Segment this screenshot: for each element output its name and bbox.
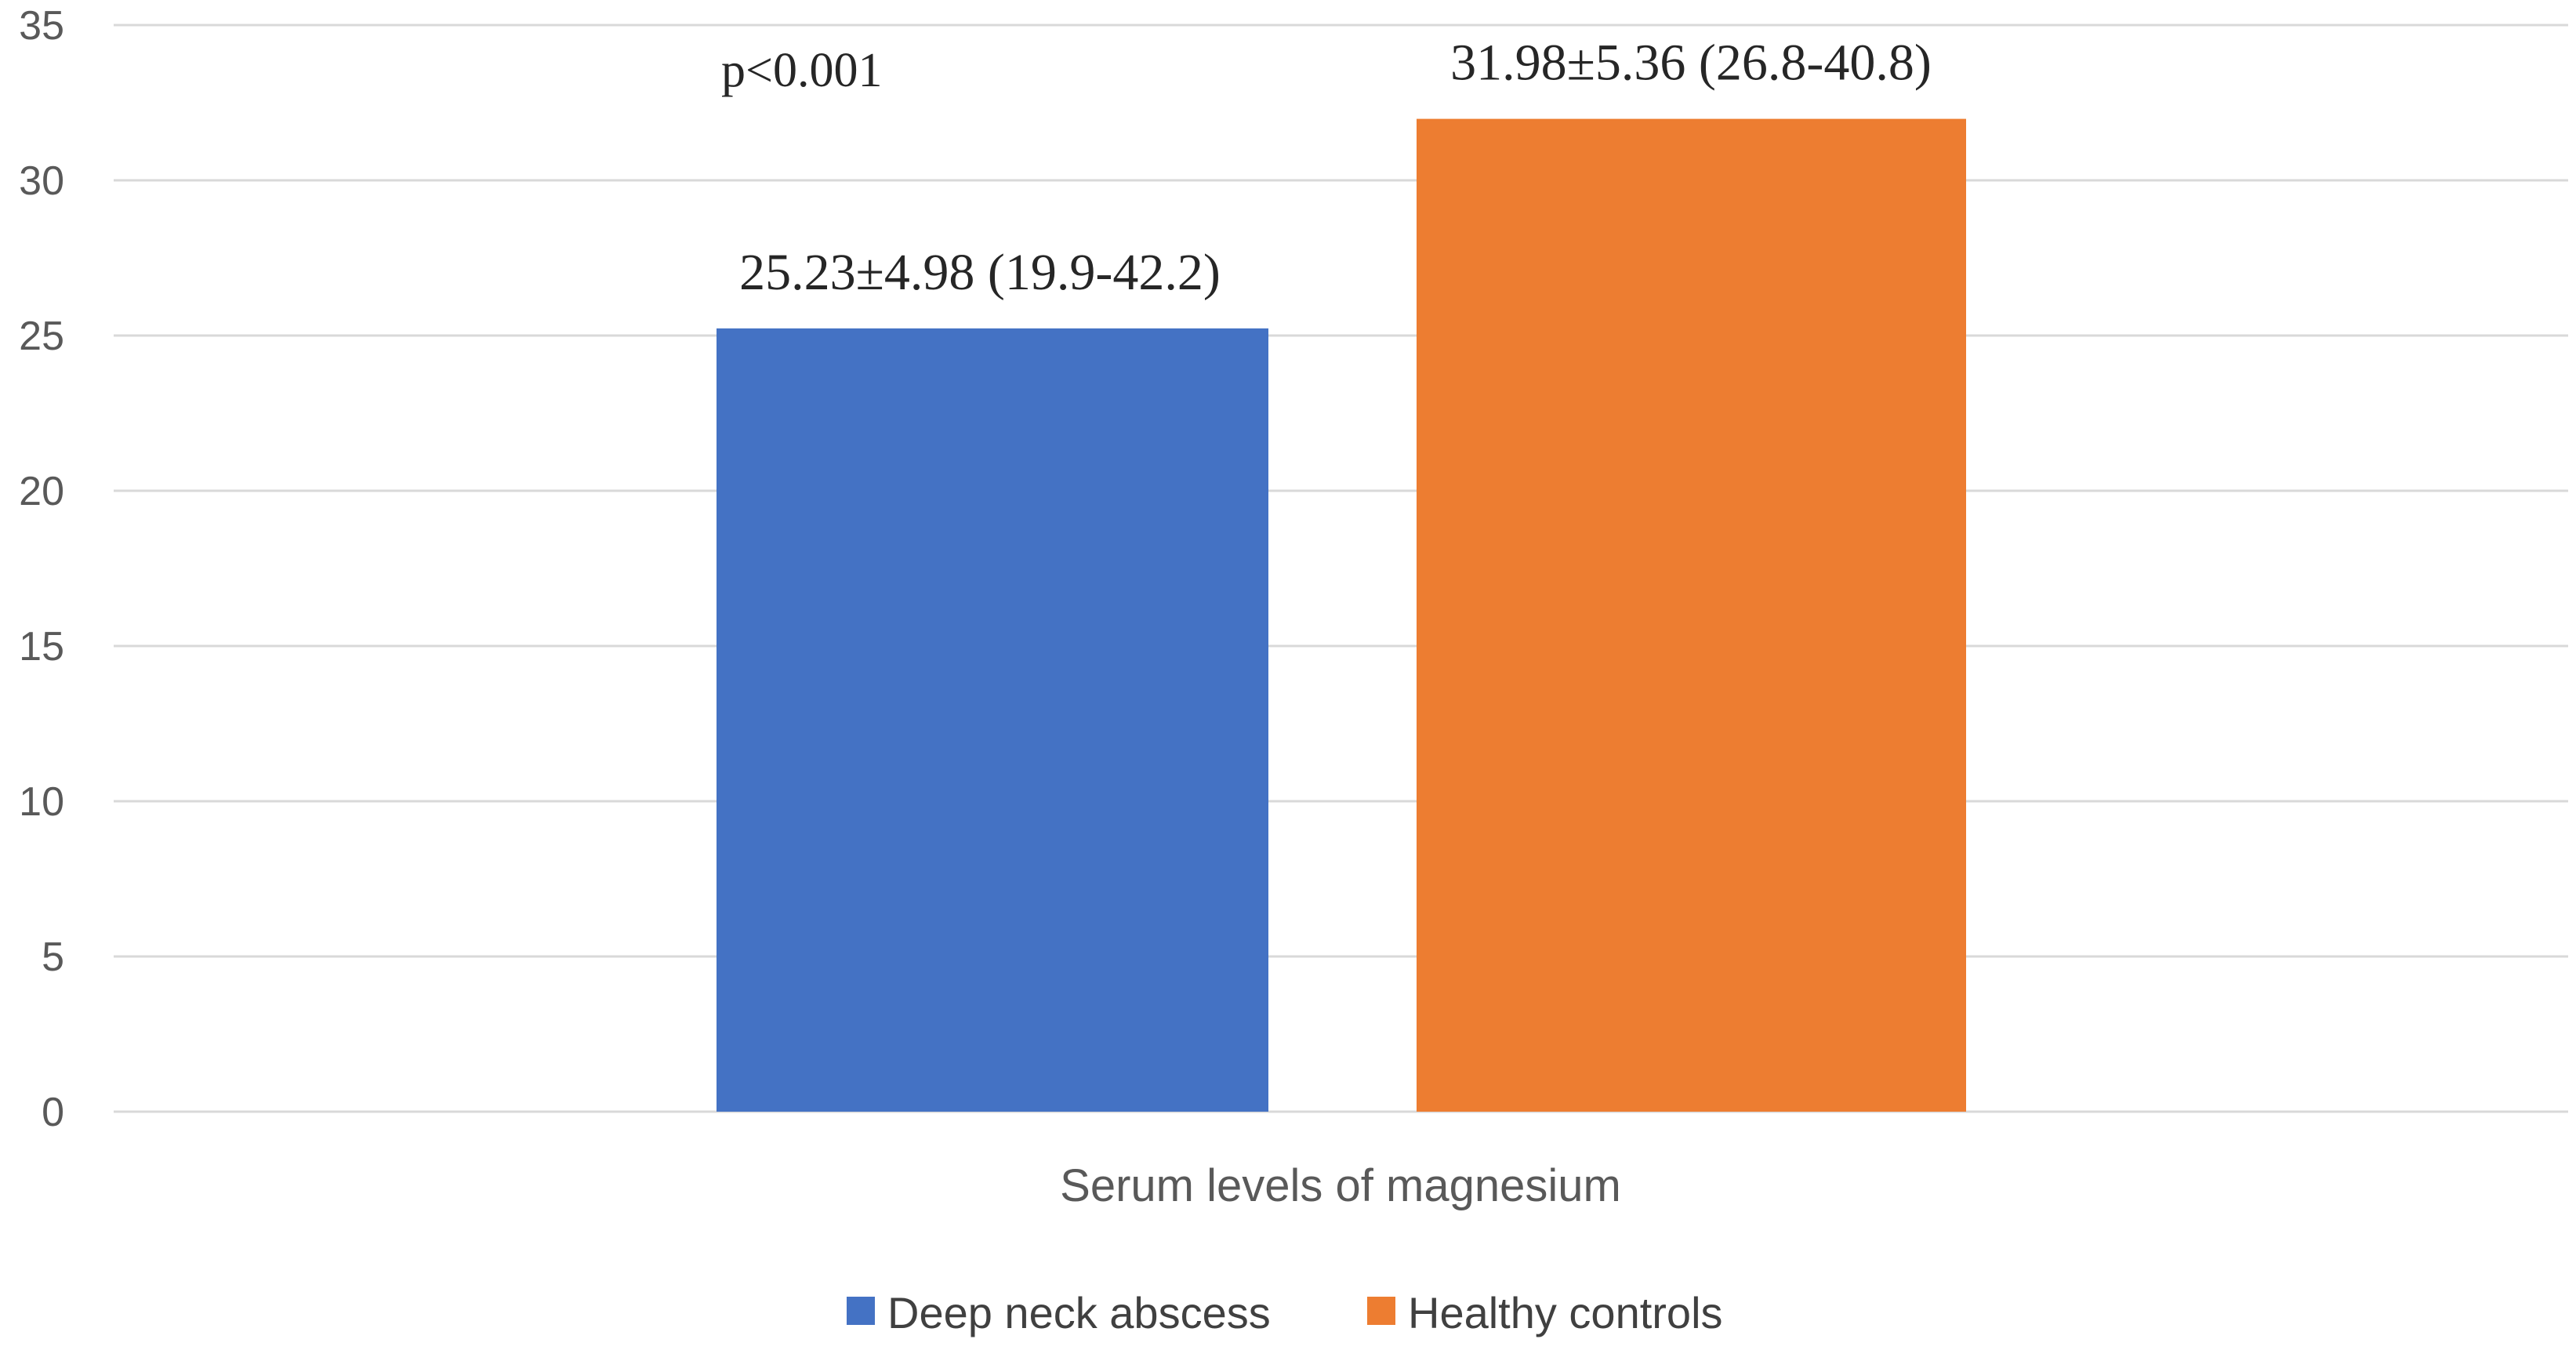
- y-tick-label: 35: [19, 3, 64, 49]
- legend-swatch-deep-neck-abscess: [847, 1297, 875, 1325]
- legend-label-healthy-controls: Healthy controls: [1408, 1288, 1723, 1337]
- y-tick-label: 5: [42, 934, 64, 980]
- y-tick-label: 30: [19, 158, 64, 204]
- legend: Deep neck abscess Healthy controls: [847, 1288, 1723, 1337]
- y-tick-label: 0: [42, 1090, 64, 1135]
- gridlines: [114, 24, 2568, 1113]
- y-tick-label: 25: [19, 314, 64, 359]
- y-tick-label: 15: [19, 624, 64, 670]
- p-value-annotation: p<0.001: [721, 44, 882, 97]
- data-label-healthy-controls: 31.98±5.36 (26.8-40.8): [1450, 34, 1932, 92]
- bar-healthy-controls: [1417, 118, 1966, 1112]
- y-axis-tick-labels: 0 5 10 15 20 25 30 35: [19, 3, 64, 1135]
- y-tick-label: 10: [19, 779, 64, 825]
- x-axis-category-label: Serum levels of magnesium: [1060, 1160, 1621, 1211]
- bar-deep-neck-abscess: [717, 328, 1268, 1112]
- legend-swatch-healthy-controls: [1367, 1297, 1395, 1325]
- y-tick-label: 20: [19, 469, 64, 514]
- data-label-deep-neck-abscess: 25.23±4.98 (19.9-42.2): [739, 244, 1221, 301]
- bars: [717, 118, 1966, 1112]
- legend-label-deep-neck-abscess: Deep neck abscess: [887, 1288, 1271, 1337]
- data-labels: 25.23±4.98 (19.9-42.2) 31.98±5.36 (26.8-4…: [739, 34, 1932, 301]
